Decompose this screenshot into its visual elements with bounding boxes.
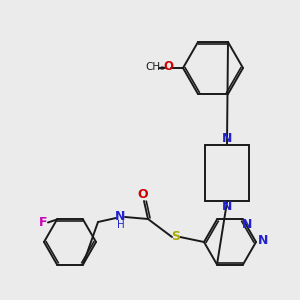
Text: F: F [39, 216, 47, 229]
Text: S: S [172, 230, 181, 244]
Text: CH₃: CH₃ [146, 62, 165, 72]
Text: N: N [222, 200, 232, 214]
Text: O: O [163, 61, 173, 74]
Text: N: N [115, 209, 125, 223]
Text: N: N [222, 133, 232, 146]
Text: N: N [258, 233, 268, 247]
Text: N: N [242, 218, 252, 231]
Text: H: H [117, 220, 125, 230]
Text: O: O [138, 188, 148, 200]
